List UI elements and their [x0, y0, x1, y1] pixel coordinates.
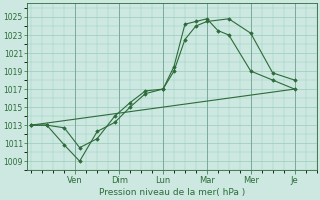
X-axis label: Pression niveau de la mer( hPa ): Pression niveau de la mer( hPa ) — [99, 188, 245, 197]
